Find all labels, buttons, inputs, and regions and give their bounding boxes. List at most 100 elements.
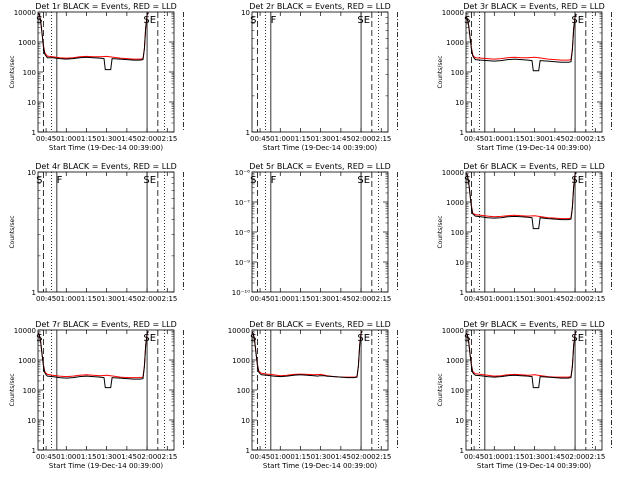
y-tick-label: 100 <box>23 387 36 395</box>
time-marker-label: SE <box>571 15 584 26</box>
y-tick-label: 1000 <box>446 357 464 365</box>
time-marker-label: F <box>57 175 63 186</box>
y-tick-label: 10000 <box>442 327 464 335</box>
y-tick-label: 1000 <box>446 39 464 47</box>
x-tick-label: 01:30 <box>97 135 117 143</box>
panel-title: Det 7r BLACK = Events, RED = LLD <box>35 320 177 329</box>
y-tick-label: 10⁻⁹ <box>235 259 251 267</box>
plot-frame <box>465 329 603 451</box>
x-tick-label: 02:00 <box>565 135 585 143</box>
y-tick-label: 1 <box>32 447 36 455</box>
x-tick-label: 00:45 <box>250 295 270 303</box>
y-tick-label: 10 <box>241 417 250 425</box>
x-tick-label: 01:15 <box>76 453 96 461</box>
x-tick-label: 01:00 <box>56 453 76 461</box>
plot-frame <box>251 329 389 451</box>
x-tick-label: 00:45 <box>36 453 56 461</box>
detector-panel: Det 6r BLACK = Events, RED = LLD 1 10 100 10… <box>437 162 612 303</box>
x-tick-label: 01:30 <box>525 453 545 461</box>
x-tick-label: 01:30 <box>311 135 331 143</box>
time-marker-label: F <box>271 175 277 186</box>
x-tick-label: 00:45 <box>464 295 484 303</box>
time-marker-label: S <box>250 15 256 26</box>
time-marker-label: SE <box>357 15 370 26</box>
x-tick-label: 02:00 <box>137 295 157 303</box>
x-tick-label: 01:15 <box>504 453 524 461</box>
detector-panel: Det 9r BLACK = Events, RED = LLD 1 10 100 10… <box>437 320 612 470</box>
x-tick-label: 01:00 <box>270 453 290 461</box>
y-tick-label: 10 <box>27 99 36 107</box>
x-axis-label: Start Time (19-Dec-14 00:39:00) <box>49 144 163 152</box>
x-tick-label: 02:15 <box>585 295 605 303</box>
plot-frame <box>465 11 603 133</box>
x-tick-label: 01:15 <box>290 135 310 143</box>
y-tick-label: 1 <box>460 129 464 137</box>
x-tick-label: 02:15 <box>157 295 177 303</box>
time-marker-label: SE <box>143 175 156 186</box>
x-tick-label: 01:45 <box>117 295 137 303</box>
x-tick-label: 02:00 <box>351 453 371 461</box>
x-tick-label: 01:15 <box>504 135 524 143</box>
time-marker-label: S <box>36 15 42 26</box>
y-tick-label: 1000 <box>18 357 36 365</box>
x-tick-label: 01:00 <box>56 295 76 303</box>
x-tick-label: 02:15 <box>157 135 177 143</box>
x-axis-label: Start Time (19-Dec-14 00:39:00) <box>263 462 377 470</box>
x-tick-label: 01:15 <box>290 295 310 303</box>
x-axis-label: Start Time (19-Dec-14 00:39:00) <box>49 462 163 470</box>
y-tick-label: 100 <box>23 69 36 77</box>
y-tick-label: 1000 <box>446 199 464 207</box>
time-marker-label: SE <box>571 175 584 186</box>
panel-title: Det 8r BLACK = Events, RED = LLD <box>249 320 391 329</box>
x-tick-label: 01:45 <box>331 453 351 461</box>
x-axis-label: Start Time (19-Dec-14 00:39:00) <box>477 462 591 470</box>
x-tick-label: 01:00 <box>484 453 504 461</box>
x-tick-label: 02:15 <box>585 453 605 461</box>
y-tick-label: 1000 <box>18 39 36 47</box>
time-marker-label: S <box>464 175 470 186</box>
y-tick-label: 1 <box>32 289 36 297</box>
plot-frame <box>465 171 603 293</box>
events-series-line <box>466 13 577 72</box>
x-tick-label: 01:00 <box>270 295 290 303</box>
time-marker-label: SE <box>571 333 584 344</box>
x-tick-label: 01:45 <box>117 453 137 461</box>
y-axis-label: Counts/sec <box>9 55 16 88</box>
x-tick-label: 02:00 <box>137 135 157 143</box>
x-tick-label: 01:00 <box>270 135 290 143</box>
x-tick-label: 02:00 <box>351 135 371 143</box>
y-tick-label: 10 <box>455 259 464 267</box>
lld-series-line <box>252 331 363 378</box>
y-tick-label: 1 <box>246 447 250 455</box>
x-tick-label: 00:45 <box>36 135 56 143</box>
x-tick-label: 01:00 <box>484 295 504 303</box>
y-tick-label: 10 <box>241 9 250 17</box>
x-tick-label: 02:00 <box>565 453 585 461</box>
panel-title: Det 2r BLACK = Events, RED = LLD <box>249 2 391 11</box>
x-tick-label: 01:00 <box>56 135 76 143</box>
panel-title: Det 9r BLACK = Events, RED = LLD <box>463 320 605 329</box>
y-tick-label: 10⁻⁸ <box>235 229 251 237</box>
time-marker-label: F <box>271 15 277 26</box>
y-axis-label: Counts/sec <box>437 215 444 248</box>
x-tick-label: 02:15 <box>371 295 391 303</box>
y-tick-label: 1000 <box>232 357 250 365</box>
x-tick-label: 02:00 <box>565 295 585 303</box>
detector-panel: Det 7r BLACK = Events, RED = LLD 1 10 100 10… <box>9 320 184 470</box>
x-tick-label: 01:45 <box>117 135 137 143</box>
y-tick-label: 100 <box>451 229 464 237</box>
x-tick-label: 00:45 <box>250 453 270 461</box>
panel-title: Det 5r BLACK = Events, RED = LLD <box>249 162 391 171</box>
y-tick-label: 1 <box>246 129 250 137</box>
y-tick-label: 1 <box>32 129 36 137</box>
panel-title: Det 3r BLACK = Events, RED = LLD <box>463 2 605 11</box>
y-tick-label: 10 <box>455 417 464 425</box>
x-tick-label: 01:30 <box>97 453 117 461</box>
x-tick-label: 00:45 <box>250 135 270 143</box>
y-axis-label: Counts/sec <box>9 373 16 406</box>
x-axis-label: Start Time (19-Dec-14 00:39:00) <box>263 144 377 152</box>
panel-title: Det 4r BLACK = Events, RED = LLD <box>35 162 177 171</box>
x-tick-label: 01:30 <box>525 295 545 303</box>
x-tick-label: 02:00 <box>351 295 371 303</box>
plot-frame <box>251 11 389 133</box>
